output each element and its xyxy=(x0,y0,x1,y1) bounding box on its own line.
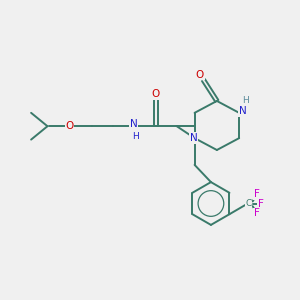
Text: C: C xyxy=(246,199,252,208)
Text: F: F xyxy=(258,199,264,209)
Text: H: H xyxy=(242,96,249,105)
Text: O: O xyxy=(152,89,160,99)
Text: F: F xyxy=(254,189,260,199)
Text: N: N xyxy=(190,133,198,143)
Text: N: N xyxy=(239,106,247,116)
Text: O: O xyxy=(66,121,74,131)
Text: N: N xyxy=(130,119,137,129)
Text: O: O xyxy=(196,70,204,80)
Text: H: H xyxy=(132,132,139,141)
Text: F: F xyxy=(254,208,260,218)
